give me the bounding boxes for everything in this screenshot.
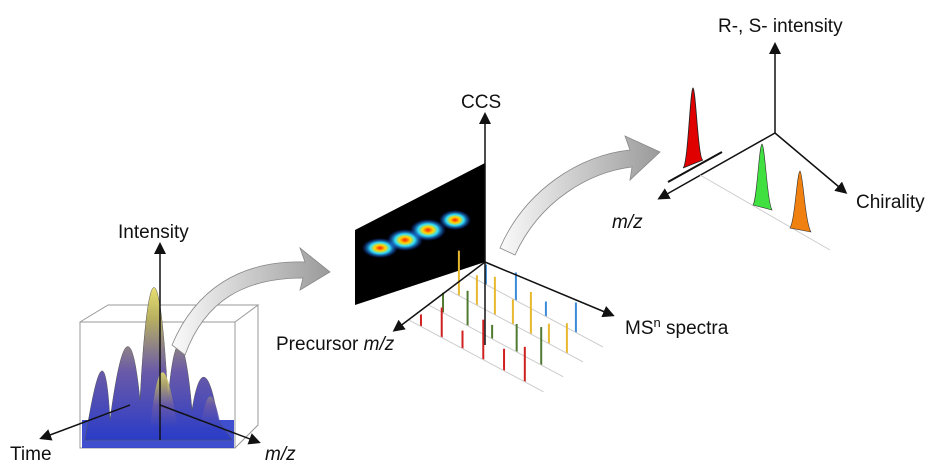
shape [789,170,812,233]
shape [682,87,704,169]
label-part: Precursor [276,334,364,355]
flow-arrow [171,246,331,356]
spectrum-baseline [428,304,564,378]
spectrum-baseline [447,289,584,363]
axis-label: Time [10,444,52,465]
shape [752,143,773,211]
axis-label: m/z [265,444,296,465]
heatmap [362,210,471,258]
shape [657,132,776,200]
shape [392,261,486,332]
shape [699,174,831,251]
flow-arrow [499,135,661,256]
axis-label: CCS [461,92,501,113]
panel-3: R-, S- intensity m/z Chirality [612,16,925,251]
panel-2: CCS Precursor m/z MSn spectra [276,92,729,393]
shape [410,219,446,241]
label-part: m/z [364,334,395,355]
axis-label: Precursor m/z [276,334,395,355]
shape [439,210,471,230]
shape [84,287,233,441]
shape [159,404,261,445]
shape [667,151,723,183]
axis-label: MSn spectra [625,315,729,339]
shape [484,261,615,318]
shape [39,404,131,441]
label-part: n [654,315,661,330]
spectrum-baseline [467,274,604,348]
axis-label: R-, S- intensity [718,16,843,37]
axis-label: Intensity [118,222,189,243]
shape [150,372,222,432]
axis-label: Chirality [856,192,925,213]
axis-label: m/z [612,212,643,233]
label-part: spectra [661,318,729,339]
label-part: MS [625,318,654,339]
shape [774,132,848,194]
spectrum-baseline [408,319,544,393]
panel-1: Intensity Time m/z [10,222,296,465]
